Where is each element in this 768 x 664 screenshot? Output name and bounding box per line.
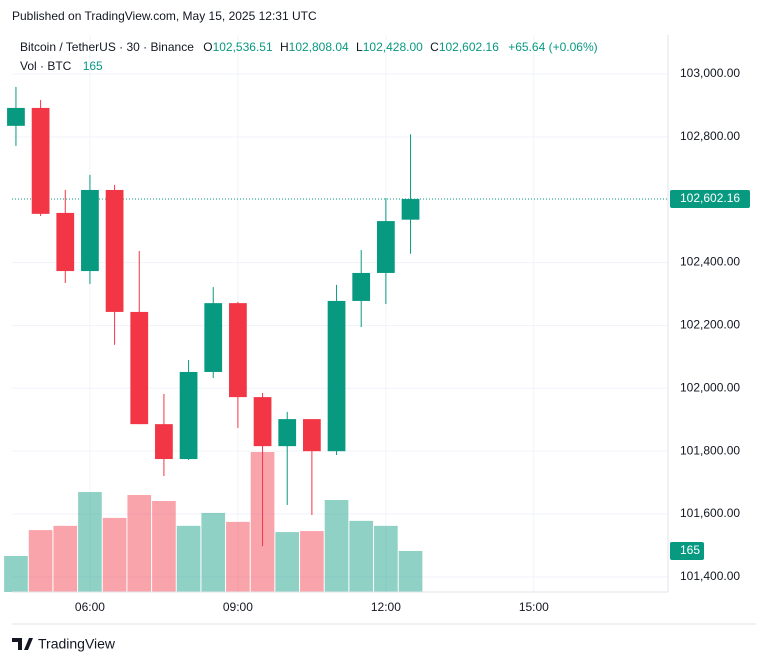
candle-body: [303, 419, 321, 452]
legend-low: 102,428.00: [363, 40, 423, 54]
volume-legend-label: Vol · BTC: [20, 59, 72, 73]
candle-body: [31, 107, 50, 214]
volume-bar: [398, 550, 423, 592]
candle-body: [155, 424, 173, 460]
volume-bar: [275, 532, 300, 592]
candle-body: [401, 199, 420, 220]
candle-body: [229, 303, 247, 398]
x-tick-label: 09:00: [223, 600, 253, 614]
brand-name: TradingView: [38, 636, 116, 652]
volume-value-label: 165: [680, 543, 700, 557]
volume-bar: [4, 555, 28, 592]
volume-legend-value: 165: [83, 59, 103, 73]
x-tick-label: 12:00: [371, 600, 401, 614]
volume-bar: [78, 492, 102, 592]
volume-bar: [324, 499, 349, 592]
volume-bar: [176, 525, 201, 592]
volume-legend: Vol · BTC 165: [20, 59, 103, 73]
last-price-label: 102,602.16: [680, 191, 740, 205]
candle-body: [204, 303, 223, 372]
legend-high: 102,808.04: [289, 40, 349, 54]
volume-bar: [226, 521, 250, 592]
volume-bar: [201, 512, 226, 592]
legend-h: H: [280, 40, 289, 54]
y-tick-label: 102,000.00: [680, 380, 740, 394]
candle-body: [179, 371, 198, 460]
legend-close: 102,602.16: [439, 40, 499, 54]
volume-bar: [53, 525, 78, 592]
candle-body: [376, 221, 395, 273]
legend-change: +65.64 (+0.06%): [508, 40, 597, 54]
volume-bar: [300, 531, 324, 592]
volume-bar: [349, 520, 374, 592]
brand-logo: [12, 638, 33, 650]
last-price-box: [670, 190, 750, 209]
volume-value-box: [670, 541, 704, 560]
candle-body: [105, 189, 124, 312]
volume-bar: [102, 517, 127, 592]
published-note: Published on TradingView.com, May 15, 20…: [12, 9, 317, 23]
legend-symbol: Bitcoin / TetherUS · 30 · Binance: [20, 40, 194, 54]
y-tick-label: 102,800.00: [680, 129, 740, 143]
legend-o: O: [203, 40, 212, 54]
y-tick-label: 102,400.00: [680, 255, 740, 269]
x-tick-label: 06:00: [75, 600, 105, 614]
candle-body: [81, 189, 99, 272]
legend: Bitcoin / TetherUS · 30 · Binance O102,5…: [20, 40, 598, 54]
candle-body: [56, 212, 75, 272]
candle-body: [130, 311, 149, 425]
y-tick-label: 103,000.00: [680, 66, 740, 80]
y-tick-label: 102,200.00: [680, 318, 740, 332]
legend-open: 102,536.51: [213, 40, 273, 54]
legend-c: C: [430, 40, 439, 54]
legend-l: L: [356, 40, 363, 54]
volume-bar: [152, 500, 176, 592]
y-tick-label: 101,800.00: [680, 443, 740, 457]
volume-bar: [28, 530, 53, 592]
candle-body: [327, 300, 346, 452]
x-tick-label: 15:00: [519, 600, 549, 614]
y-tick-label: 101,600.00: [680, 506, 740, 520]
candle-body: [278, 419, 297, 447]
volume-bar: [127, 495, 152, 592]
volume-bar: [374, 525, 398, 592]
y-tick-label: 101,400.00: [680, 569, 740, 583]
candle-body: [253, 397, 272, 447]
candle-body: [7, 107, 25, 126]
candle-body: [352, 272, 371, 301]
